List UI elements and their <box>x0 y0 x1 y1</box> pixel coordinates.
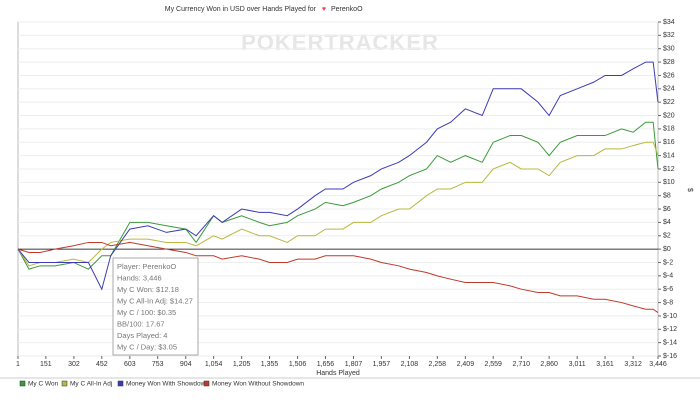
x-tick-label: 1,957 <box>373 361 391 368</box>
y-tick-label: $4 <box>663 219 671 226</box>
y-tick-label: $12 <box>663 166 675 173</box>
y-tick-label: $22 <box>663 99 675 106</box>
y-tick-label: $8 <box>663 193 671 200</box>
x-tick-label: 3,161 <box>596 361 614 368</box>
x-tick-label: 1 <box>16 361 20 368</box>
series-line <box>17 121 659 270</box>
legend-label: My C All-In Adj <box>70 381 112 388</box>
legend-swatch <box>117 380 124 387</box>
y-tick-label: $-16 <box>663 353 677 360</box>
y-tick-label: $-8 <box>663 299 673 306</box>
x-tick-label: 1,656 <box>317 361 335 368</box>
y-tick-label: $34 <box>663 19 675 26</box>
y-tick-label: $-12 <box>663 326 677 333</box>
tooltip-line: Hands: 3,446 <box>117 273 162 282</box>
x-tick-label: 2,710 <box>513 361 531 368</box>
y-tick-label: $16 <box>663 139 675 146</box>
y-tick-label: $28 <box>663 59 675 66</box>
x-tick-label: 302 <box>68 361 80 368</box>
tooltip-line: BB/100: 17.67 <box>117 319 165 328</box>
x-tick-label: 1,355 <box>261 361 279 368</box>
y-tick-label: $20 <box>663 112 675 119</box>
x-axis-label: Hands Played <box>316 370 360 377</box>
legend-label: My C Won <box>28 381 59 388</box>
x-tick-label: 2,258 <box>429 361 447 368</box>
y-tick-label: $-2 <box>663 259 673 266</box>
y-axis-label: $ <box>686 188 693 192</box>
y-tick-label: $30 <box>663 46 675 53</box>
y-tick-label: $18 <box>663 126 675 133</box>
y-tick-label: $24 <box>663 86 675 93</box>
legend-swatch <box>203 380 210 387</box>
tooltip-line: Player: PerenkoO <box>117 262 176 271</box>
x-tick-label: 3,011 <box>569 361 586 368</box>
legend-label: Money Won With Showdown <box>126 381 209 388</box>
legend-label: Money Won Without Showdown <box>212 381 304 388</box>
y-tick-label: $6 <box>663 206 671 213</box>
y-tick-label: $-6 <box>663 286 673 293</box>
watermark: POKERTRACKER <box>241 30 439 55</box>
tooltip-line: My C / 100: $0.35 <box>117 308 176 317</box>
x-tick-label: 2,860 <box>540 361 558 368</box>
x-tick-label: 452 <box>96 361 108 368</box>
chart-title-player: PerenkoO <box>331 6 363 13</box>
x-tick-label: 753 <box>152 361 164 368</box>
x-tick-label: 2,559 <box>484 361 502 368</box>
legend-swatch <box>19 380 26 387</box>
x-tick-label: 2,108 <box>401 361 419 368</box>
x-tick-label: 1,807 <box>345 361 363 368</box>
x-tick-label: 603 <box>124 361 136 368</box>
x-tick-label: 151 <box>40 361 52 368</box>
y-tick-label: $26 <box>663 72 675 79</box>
legend-swatch <box>61 380 68 387</box>
chart-title: My Currency Won in USD over Hands Played… <box>165 6 317 13</box>
tooltip-line: My C / Day: $3.05 <box>117 342 177 351</box>
y-tick-label: $2 <box>663 233 671 240</box>
heart-icon: ♥ <box>322 6 326 13</box>
series-line <box>17 241 659 313</box>
tooltip-box <box>112 257 199 356</box>
x-tick-label: 1,205 <box>233 361 251 368</box>
series-line <box>17 61 659 291</box>
y-tick-label: $14 <box>663 152 675 159</box>
y-tick-label: $0 <box>663 246 671 253</box>
x-tick-label: 2,409 <box>457 361 475 368</box>
series-line <box>17 141 659 267</box>
x-tick-label: 3,446 <box>649 361 667 368</box>
x-tick-label: 1,054 <box>205 361 223 368</box>
y-tick-label: $-10 <box>663 313 677 320</box>
tooltip-line: Days Played: 4 <box>117 331 167 340</box>
y-tick-label: $-4 <box>663 273 673 280</box>
x-tick-label: 3,312 <box>624 361 642 368</box>
y-tick-label: $10 <box>663 179 675 186</box>
tooltip-line: My C All-In Adj: $14.27 <box>117 296 193 305</box>
x-tick-label: 904 <box>180 361 192 368</box>
x-tick-label: 1,506 <box>289 361 307 368</box>
tooltip-line: My C Won: $12.18 <box>117 285 179 294</box>
y-tick-label: $32 <box>663 32 675 39</box>
y-tick-label: $-14 <box>663 339 677 346</box>
